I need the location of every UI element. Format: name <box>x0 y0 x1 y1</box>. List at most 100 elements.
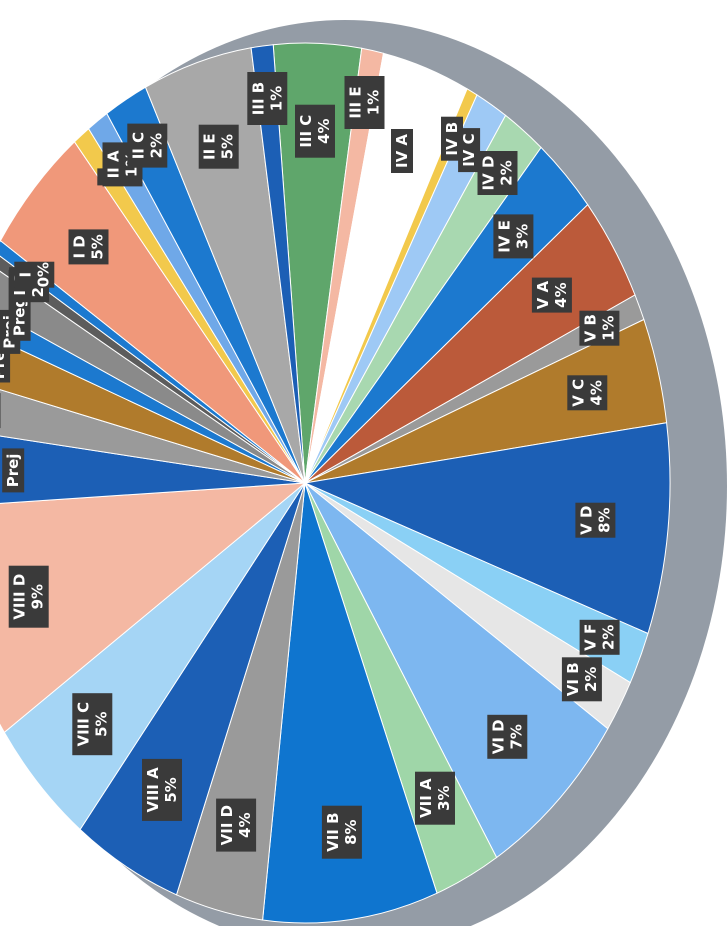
slice-label-name: II E <box>201 133 219 160</box>
slice-label-value: 4% <box>315 118 333 143</box>
slice-label-name: V F <box>582 624 600 651</box>
slice-label-32: III B 1% <box>247 72 288 125</box>
slice-label-name: VIII D <box>11 574 29 620</box>
slice-label-value: 4% <box>587 380 605 405</box>
slice-label-name: VIII C <box>74 702 92 747</box>
slice-label-value: 2% <box>582 667 600 692</box>
slice-label-name: IV B <box>443 122 461 156</box>
slice-label-name: III B <box>249 82 267 115</box>
slice-label-31: II E 5% <box>198 124 239 169</box>
slice-label-name: I <box>16 272 34 278</box>
slice-label-name: III C <box>297 115 315 148</box>
slice-label-value: 4% <box>552 282 570 307</box>
slice-label-name: IV E <box>495 220 513 253</box>
slice-label-4: IV C <box>458 128 481 173</box>
slice-label-name: IV A <box>393 134 411 168</box>
slice-label-14: VII A 3% <box>415 771 455 825</box>
slice-label-value: 3% <box>435 785 453 810</box>
slice-label-name: I D <box>71 235 89 258</box>
slice-label-27: I D 5% <box>68 229 109 265</box>
slice-label-box <box>415 771 455 825</box>
slice-label-value: 1% <box>599 315 617 340</box>
slice-label-10: V D 8% <box>575 502 616 538</box>
slice-label-box <box>561 657 602 702</box>
slice-label-name: V B <box>581 314 599 342</box>
slice-label-box <box>142 758 182 821</box>
slice-label-13: VI D 7% <box>487 714 528 759</box>
slice-label-name: III E <box>347 86 365 118</box>
slice-label-value: 8% <box>595 507 613 532</box>
slice-label-name: II A <box>105 150 123 178</box>
slice-label-box <box>0 347 11 383</box>
slice-label-17: VIII A 5% <box>142 758 182 821</box>
slice-label-value: 3% <box>513 224 531 249</box>
slice-label-value: 0% <box>34 262 52 287</box>
slice-label-name: II C <box>129 132 147 159</box>
slice-label-box <box>391 129 413 173</box>
slice-label-22: Pre <box>0 347 11 383</box>
slice-label-21: Pre <box>0 393 1 429</box>
pie-slice-10 <box>303 422 671 635</box>
slice-label-box <box>8 565 49 628</box>
slice-label-value: 1% <box>267 86 285 111</box>
slice-label-value: 5% <box>162 777 180 802</box>
slice-label-value: 1% <box>365 90 383 115</box>
pie-slice-19 <box>0 482 307 734</box>
slice-label-box <box>493 214 534 259</box>
slice-label-18: VIII C 5% <box>72 693 113 756</box>
slice-label-16: VII D 4% <box>216 798 257 852</box>
slice-label-box <box>344 76 385 129</box>
slice-label-11: V F 2% <box>579 619 620 655</box>
slice-label-5: IV D 2% <box>477 151 518 195</box>
pie-slice-13 <box>304 482 609 859</box>
slice-label-box <box>575 502 616 538</box>
slice-label-name: IV D <box>480 156 498 191</box>
slice-label-box <box>198 124 239 169</box>
slice-label-20: Prej <box>2 448 25 493</box>
slice-label-7: V A 4% <box>531 277 572 313</box>
pie-slice-20 <box>0 435 306 504</box>
slice-label-box <box>247 72 288 125</box>
slice-label-name: VIII A <box>144 767 162 813</box>
slice-label-box <box>477 151 518 195</box>
slice-label-box <box>458 128 481 173</box>
slice-label-name: V A <box>534 280 552 309</box>
slice-label-19: VIII D 9% <box>8 565 49 628</box>
slice-label-box <box>579 619 620 655</box>
slice-label-box <box>68 229 109 265</box>
slice-label-30: II C 2% <box>127 123 168 168</box>
pie-slice-32 <box>250 44 306 484</box>
slice-label-box <box>2 448 25 493</box>
slice-label-name: VII D <box>218 805 236 845</box>
slice-label-value: 7% <box>507 724 525 749</box>
slice-label-value: 5% <box>92 711 110 736</box>
slice-label-name: Pre <box>0 351 8 380</box>
slice-label-1: III E 1% <box>344 76 385 129</box>
slice-label-box <box>321 805 362 859</box>
slice-label-value: 5% <box>89 234 107 259</box>
slice-label-box <box>441 116 463 161</box>
slice-label-8: V B 1% <box>579 310 620 346</box>
slice-label-name: IV C <box>460 133 478 166</box>
slice-label-value: 4% <box>236 812 254 837</box>
slice-label-value: 8% <box>342 819 360 844</box>
slice-label-2: IV A <box>391 129 413 173</box>
pie-slice-15 <box>262 482 438 924</box>
slice-label-value: 2% <box>498 160 516 185</box>
slice-label-name: VI B <box>564 662 582 696</box>
slice-label-box <box>295 104 335 158</box>
slice-label-box <box>127 123 168 168</box>
slice-label-value: 2% <box>600 625 618 650</box>
slice-label-15: VII B 8% <box>321 805 362 859</box>
slice-label-value: 5% <box>219 134 237 159</box>
slice-label-0: III C 4% <box>295 104 335 158</box>
slice-label-box <box>579 310 620 346</box>
pie-labels: III C 4%III E 1%IV A IV B IV CIV D 2%IV E 3%V … <box>0 72 620 859</box>
slice-label-box <box>14 261 55 288</box>
slice-label-box <box>216 798 257 852</box>
slice-label-6: IV E 3% <box>493 214 534 259</box>
slice-label-box <box>531 277 572 313</box>
slice-label-box <box>0 393 1 429</box>
pie-slices <box>0 42 671 924</box>
